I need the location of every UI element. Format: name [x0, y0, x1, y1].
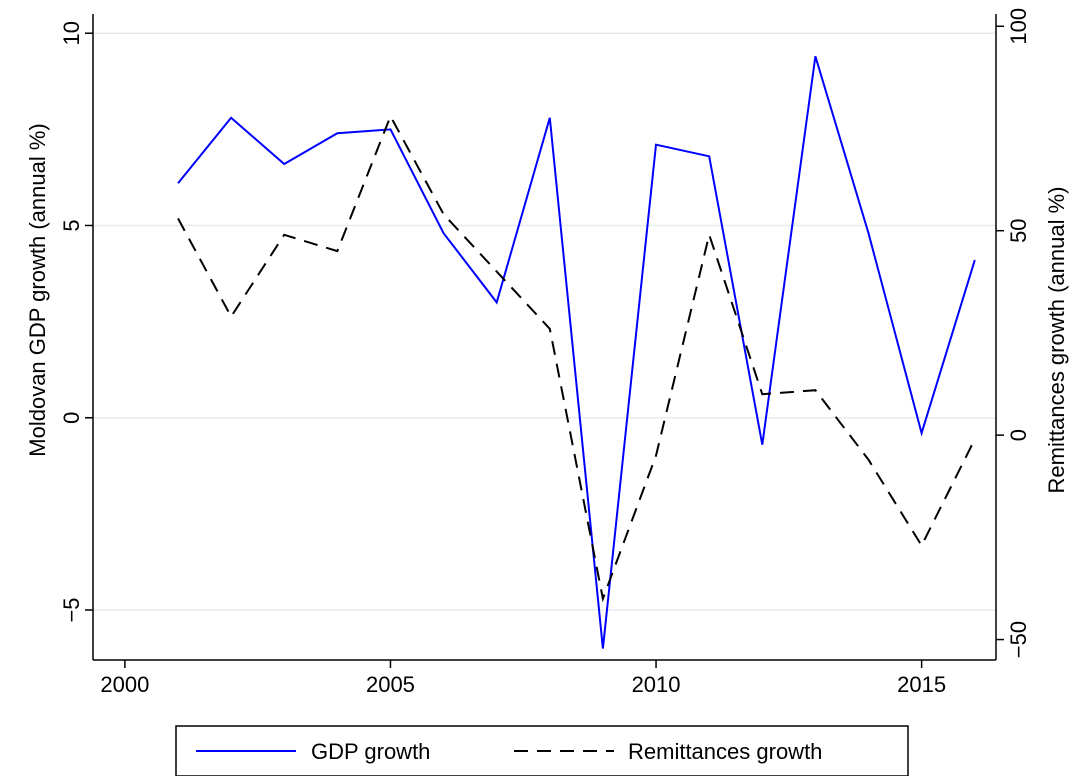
grid-lines — [93, 32, 996, 611]
series-lines — [177, 56, 976, 649]
x-tick-label-2000: 2000 — [100, 672, 149, 697]
x-tick-label-2015: 2015 — [897, 672, 946, 697]
axes — [85, 14, 1004, 668]
y-left-tick-label-0: −5 — [59, 597, 84, 622]
legend-label-remittances-growth: Remittances growth — [628, 739, 822, 764]
series-line-gdp-growth — [177, 56, 976, 649]
y-right-tick-label-3: 100 — [1006, 8, 1031, 45]
y-axis-right-title: Remittances growth (annual %) — [1044, 187, 1069, 494]
x-tick-label-2010: 2010 — [632, 672, 681, 697]
y-left-tick-label-1: 0 — [59, 412, 84, 424]
y-right-tick-label-0: −50 — [1006, 621, 1031, 658]
y-left-tick-label-3: 10 — [59, 21, 84, 45]
series-line-remittances-growth — [177, 113, 976, 603]
legend: GDP growth Remittances growth — [175, 725, 909, 776]
y-left-tick-label-2: 5 — [59, 219, 84, 231]
y-right-tick-label-1: 0 — [1006, 429, 1031, 441]
y-axis-left-title: Moldovan GDP growth (annual %) — [25, 123, 50, 456]
y-right-tick-label-2: 50 — [1006, 218, 1031, 242]
x-tick-label-2005: 2005 — [366, 672, 415, 697]
legend-label-gdp-growth: GDP growth — [311, 739, 430, 764]
